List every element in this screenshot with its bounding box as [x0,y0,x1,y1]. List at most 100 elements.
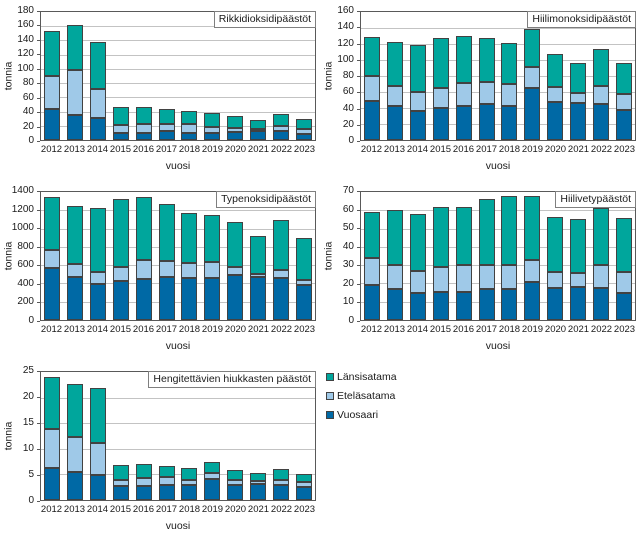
bar-slot-2013 [64,192,87,320]
bar-slot-2016 [132,12,155,140]
bar-segment-lansisatama [615,63,632,95]
bar-slot-2017 [155,372,178,500]
gridline [41,111,315,113]
y-tick-mark [357,59,360,61]
bar-segment-etelasatama [455,83,472,107]
gridline [41,97,315,99]
legend-item-etelasatama: Eteläsatama [326,390,397,402]
x-tick-label: 2019 [521,144,544,155]
bar-slot-2018 [178,192,201,320]
bar-segment-lansisatama [272,219,289,270]
bar-segment-lansisatama [204,214,221,263]
bar-slot-2018 [178,372,201,500]
y-tick-label: 120 [17,48,34,60]
gridline [41,83,315,85]
x-tick-label: 2015 [429,144,452,155]
gridline [361,283,635,285]
bar-segment-etelasatama [272,125,289,132]
stacked-bar-2022 [272,192,289,320]
chart-hiilivetypaastot: tonnia 0 10 20 30 40 50 60 70 Hiilivetypäästöt … [322,186,638,358]
bar-segment-vuosaari [615,292,632,320]
y-tick-label: 20 [342,277,354,289]
y-tick-mark [357,265,360,267]
stacked-bar-2019 [524,12,541,140]
plot-area: Hengitettävien hiukkasten päästöt [40,371,316,501]
bar-slot-2020 [544,192,567,320]
bar-segment-lansisatama [455,36,472,84]
bar-segment-etelasatama [295,279,312,286]
bar-slot-2018 [498,192,521,320]
x-axis-ticks: 2012 2013 2014 2015 2016 2017 2018 2019 2020 2021… [40,324,316,336]
chart-title: Hiilivetypäästöt [555,191,636,208]
bar-segment-lansisatama [364,36,381,77]
y-tick-mark [37,11,40,12]
bar-segment-vuosaari [227,132,244,140]
x-tick-label: 2012 [40,144,63,155]
bar-slot-2015 [429,192,452,320]
y-tick-label: 140 [337,21,354,33]
bar-segment-vuosaari [478,104,495,140]
stacked-bar-2015 [112,192,129,320]
bar-segment-lansisatama [569,63,586,93]
bar-series [41,192,315,320]
gridline [41,397,315,399]
bar-segment-etelasatama [432,267,449,292]
bar-segment-vuosaari [227,484,244,500]
bar-slot-2023 [292,372,315,500]
bar-segment-lansisatama [272,469,289,480]
y-tick-label: 50 [342,222,354,234]
y-tick-mark [37,371,40,372]
gridline [361,246,635,248]
bar-segment-lansisatama [455,206,472,266]
bar-segment-lansisatama [295,119,312,130]
y-tick-label: 30 [342,259,354,271]
bar-slot-2023 [292,192,315,320]
bar-slot-2012 [41,192,64,320]
bar-segment-vuosaari [547,288,564,320]
x-tick-label: 2018 [498,144,521,155]
stacked-bar-2012 [44,12,61,140]
stacked-bar-2022 [272,12,289,140]
x-tick-label: 2019 [201,504,224,515]
bar-segment-vuosaari [181,484,198,500]
bar-segment-etelasatama [249,273,266,277]
bar-segment-lansisatama [135,464,152,478]
bar-segment-lansisatama [249,120,266,129]
bar-segment-lansisatama [249,473,266,481]
bar-segment-lansisatama [135,196,152,261]
y-tick-mark [37,397,40,398]
x-tick-label: 2016 [132,504,155,515]
bar-segment-etelasatama [90,88,107,118]
bar-segment-lansisatama [227,470,244,481]
y-axis-ticks: 0 10 20 30 40 50 60 70 [322,186,360,326]
stacked-bar-2017 [478,192,495,320]
y-tick-label: 60 [342,203,354,215]
bar-segment-etelasatama [364,76,381,101]
bar-slot-2018 [178,12,201,140]
x-tick-label: 2021 [567,144,590,155]
x-tick-label: 2023 [613,324,636,335]
y-tick-mark [37,423,40,424]
gridlines [41,192,315,320]
stacked-bar-2020 [547,12,564,140]
plot-area: Hiilivetypäästöt [360,191,636,321]
stacked-bar-2014 [90,12,107,140]
stacked-bar-2017 [158,372,175,500]
y-tick-mark [357,27,360,29]
y-tick-label: 20 [342,118,354,130]
bar-segment-vuosaari [364,285,381,320]
bar-slot-2022 [589,192,612,320]
x-tick-label: 2016 [452,144,475,155]
bar-segment-lansisatama [249,235,266,274]
bar-segment-lansisatama [112,198,129,267]
x-tick-label: 2016 [132,324,155,335]
legend-swatch-etelasatama [326,392,334,400]
bar-slot-2012 [41,12,64,140]
stacked-bar-2018 [181,192,198,320]
bar-segment-lansisatama [569,219,586,274]
bar-segment-lansisatama [90,208,107,273]
bar-segment-etelasatama [524,67,541,88]
bar-segment-vuosaari [112,280,129,320]
bar-segment-lansisatama [158,204,175,261]
